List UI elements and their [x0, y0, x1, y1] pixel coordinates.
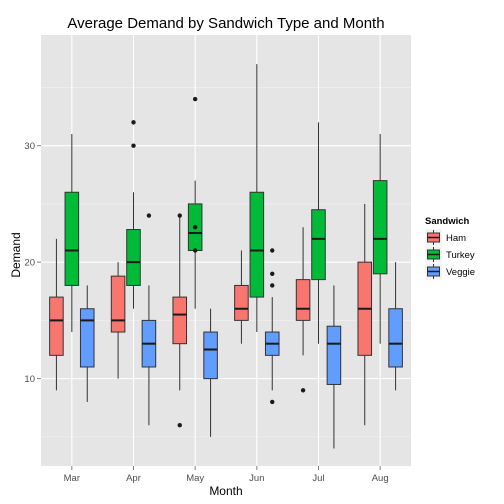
box-ham-mar	[49, 238, 64, 391]
box-veggie-mar	[79, 285, 95, 402]
box-ham-jul	[295, 227, 311, 393]
box-body	[326, 325, 342, 385]
x-axis: Mar Apr May Jun Jul Aug	[64, 466, 389, 484]
box-turkey-apr	[126, 120, 141, 309]
y-tick-label: 20	[24, 258, 35, 269]
outlier-point	[146, 213, 152, 218]
box-body	[388, 308, 403, 368]
legend-label: Veggie	[446, 267, 475, 278]
outlier-point	[131, 120, 136, 125]
outlier-point	[131, 143, 136, 148]
panel-background	[41, 35, 411, 466]
outlier-point	[300, 388, 306, 393]
legend-item-veggie: Veggie	[424, 262, 475, 281]
box-body	[311, 209, 326, 281]
box-turkey-aug	[372, 134, 388, 344]
box-body	[372, 180, 388, 275]
outlier-point	[270, 399, 275, 405]
chart-title: Average Demand by Sandwich Type and Mont…	[67, 15, 384, 32]
box-ham-apr	[110, 262, 126, 379]
outlier-point	[270, 248, 275, 253]
box-body	[110, 275, 126, 333]
outlier-point	[177, 213, 182, 218]
x-tick-label: May	[186, 473, 204, 484]
x-tick-label: Aug	[372, 473, 389, 484]
box-turkey-jul	[311, 122, 326, 344]
boxplot-marks	[49, 64, 403, 449]
box-body	[249, 191, 265, 298]
legend-item-turkey: Turkey	[424, 245, 475, 264]
box-ham-may	[172, 213, 188, 428]
box-body	[172, 296, 188, 345]
outlier-point	[177, 423, 182, 428]
box-body	[49, 296, 64, 356]
legend-title: Sandwich	[425, 216, 470, 227]
legend: Sandwich Ham Turkey Veggie	[424, 216, 475, 281]
box-turkey-mar	[64, 134, 80, 333]
x-tick-label: Mar	[64, 473, 80, 484]
box-veggie-apr	[141, 213, 157, 426]
x-tick-label: Apr	[126, 473, 141, 484]
box-ham-jun	[234, 250, 249, 344]
legend-label: Turkey	[446, 250, 475, 261]
y-tick-label: 30	[24, 141, 35, 152]
y-tick-label: 10	[24, 374, 35, 385]
x-axis-title: Month	[209, 484, 242, 498]
box-body	[126, 229, 141, 286]
box-veggie-jun	[264, 248, 280, 405]
outlier-point	[192, 96, 198, 102]
box-ham-aug	[357, 203, 373, 426]
outlier-point	[270, 271, 275, 276]
box-body	[79, 308, 95, 368]
plot-panel	[41, 35, 411, 466]
box-turkey-jun	[249, 64, 265, 333]
legend-label: Ham	[446, 233, 466, 244]
box-body	[203, 331, 218, 380]
box-body	[64, 191, 80, 286]
y-axis-title: Demand	[9, 232, 23, 277]
x-tick-label: Jun	[249, 473, 264, 484]
box-body	[295, 279, 311, 321]
box-veggie-aug	[388, 262, 403, 391]
box-veggie-jul	[326, 285, 342, 449]
x-tick-label: Jul	[312, 473, 324, 484]
box-body	[234, 284, 249, 321]
y-axis: 10 20 30	[24, 141, 41, 385]
box-turkey-may	[187, 96, 203, 309]
legend-item-ham: Ham	[424, 228, 466, 247]
outlier-point	[192, 225, 198, 230]
outlier-point	[192, 248, 198, 253]
outlier-point	[270, 283, 275, 288]
box-veggie-may	[203, 308, 218, 437]
